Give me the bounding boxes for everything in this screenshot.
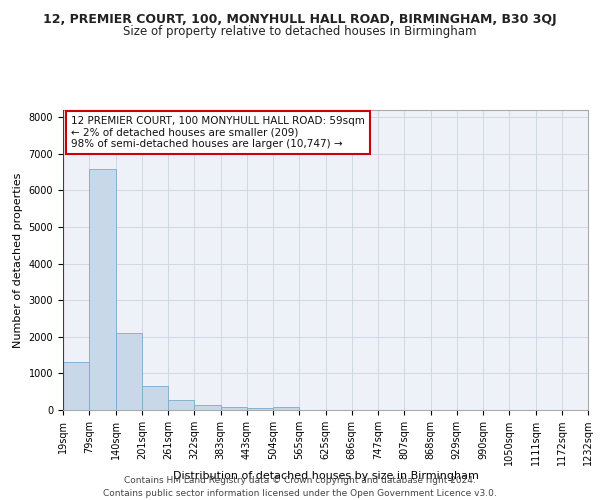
- Bar: [247, 408, 273, 410]
- Bar: [89, 168, 115, 410]
- Bar: [115, 333, 142, 410]
- Bar: [273, 408, 299, 410]
- Y-axis label: Number of detached properties: Number of detached properties: [13, 172, 23, 348]
- Bar: [142, 386, 168, 410]
- Bar: [194, 404, 221, 410]
- Bar: [168, 400, 194, 410]
- Bar: [63, 362, 89, 410]
- X-axis label: Distribution of detached houses by size in Birmingham: Distribution of detached houses by size …: [173, 471, 478, 481]
- Bar: [221, 406, 247, 410]
- Text: 12 PREMIER COURT, 100 MONYHULL HALL ROAD: 59sqm
← 2% of detached houses are smal: 12 PREMIER COURT, 100 MONYHULL HALL ROAD…: [71, 116, 365, 149]
- Text: 12, PREMIER COURT, 100, MONYHULL HALL ROAD, BIRMINGHAM, B30 3QJ: 12, PREMIER COURT, 100, MONYHULL HALL RO…: [43, 12, 557, 26]
- Text: Contains HM Land Registry data © Crown copyright and database right 2024.
Contai: Contains HM Land Registry data © Crown c…: [103, 476, 497, 498]
- Text: Size of property relative to detached houses in Birmingham: Size of property relative to detached ho…: [123, 25, 477, 38]
